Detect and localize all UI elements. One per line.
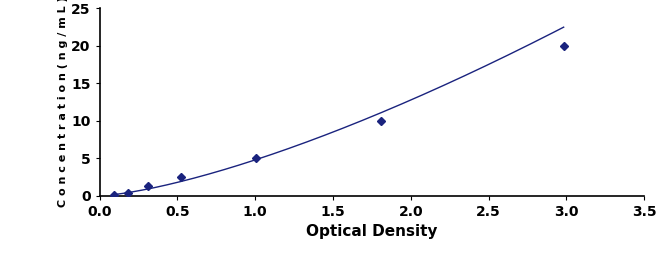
Y-axis label: C o n c e n t r a t i o n ( n g / m L ): C o n c e n t r a t i o n ( n g / m L ) (58, 0, 68, 207)
X-axis label: Optical Density: Optical Density (306, 224, 438, 239)
